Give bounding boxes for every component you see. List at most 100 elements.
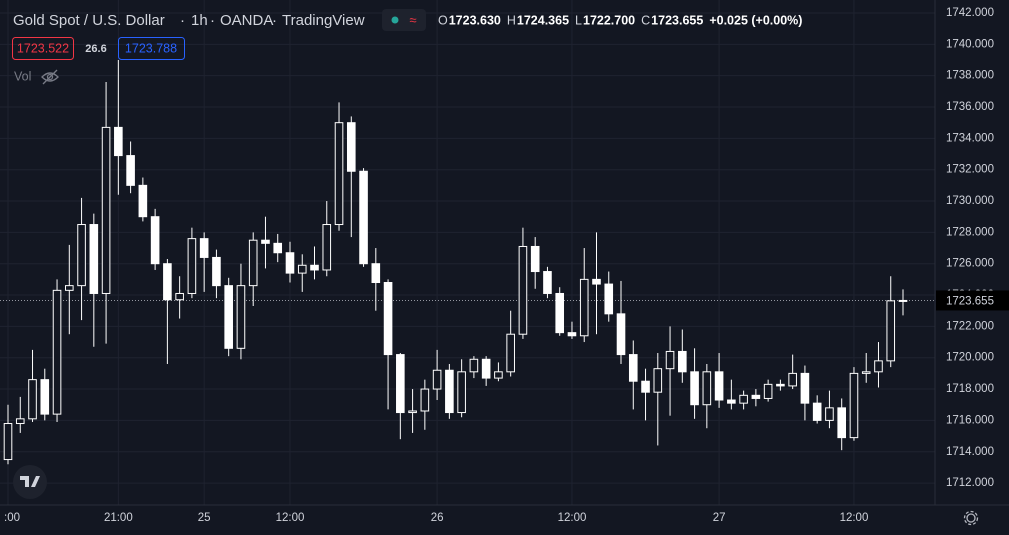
ask-price: 1723.788 [125,41,177,55]
candle-body [776,383,785,387]
candle-body [678,350,687,373]
status-box[interactable] [382,9,426,31]
spread: 26.6 [85,43,106,55]
candle-body [163,263,172,301]
x-tick-label: 25 [198,512,211,524]
candle-body [665,350,675,370]
candle-body [346,122,356,172]
candle-body [788,372,797,387]
candle-body [212,256,221,287]
candle-body [849,372,859,439]
y-tick-label: 1730.000 [946,195,994,207]
data-delay-icon: ≈ [409,12,416,27]
y-tick-label: 1734.000 [946,132,994,144]
y-tick-label: 1742.000 [946,7,994,19]
candle-body [812,402,822,421]
candle-body [763,383,773,399]
ohlc-value: 1722.700 [583,13,635,27]
candle-body [825,407,834,421]
candle-body [3,423,13,461]
candle-body [506,333,515,373]
candle-body [861,371,871,374]
candle-body [567,332,577,337]
y-tick-label: 1728.000 [946,226,994,238]
candle-body [396,354,405,414]
candle-body [837,407,846,439]
y-tick-label: 1716.000 [946,414,994,426]
ohlc-value: 1724.365 [517,13,569,27]
candle-body [273,242,283,254]
candle-body [432,369,442,390]
interval: 1h [191,12,208,29]
ohlc-key: O [438,13,448,27]
candle-body [555,292,565,334]
candle-body [248,239,258,287]
candle-body [604,283,614,315]
x-tick-label: 12:00 [558,512,587,524]
x-tick-label: 12:00 [840,512,869,524]
ask-box[interactable] [118,37,185,60]
ohlc-value: 1723.655 [651,13,703,27]
candle-body [138,184,148,218]
candle-body [420,388,430,412]
x-tick-label: 12:00 [276,512,305,524]
y-tick-label: 1738.000 [946,70,994,82]
ohlc-key: H [507,13,516,27]
candle-body [224,285,233,349]
candle-body [150,216,160,265]
candle-body [77,224,86,287]
candle-body [383,282,393,356]
candle-body [40,379,50,415]
y-tick-label: 1718.000 [946,383,994,395]
candle-body [236,285,246,349]
settings-icon[interactable] [963,510,979,526]
candle-body [886,300,896,362]
bid-box[interactable] [12,37,74,60]
candle-body [297,264,307,274]
candle-body [690,371,699,406]
candle-body [579,278,589,337]
candle-body [114,126,123,157]
candle-body [334,122,344,226]
candle-body [322,224,332,271]
y-tick-label: 1740.000 [946,38,994,50]
candle-body [126,155,135,186]
candle-body [261,239,270,244]
candle-body [469,358,479,373]
candle-body [518,245,528,335]
ohlc-key: C [641,13,650,27]
separator: · [210,12,215,29]
separator: · [272,12,277,29]
candle-body [89,224,99,294]
candle-body [628,354,638,382]
eye-off-icon[interactable] [41,69,59,85]
candle-body [359,170,368,265]
last-price-label: 1723.655 [946,295,994,307]
y-tick-label: 1736.000 [946,101,994,113]
source: TradingView [282,12,365,29]
market-open-dot [391,16,399,24]
candle-body [530,245,540,273]
candle-body [187,238,197,294]
logo [20,476,40,487]
candle-body [616,313,626,356]
candle-body [592,278,601,285]
candle-body [481,358,491,379]
candle-body [874,360,883,373]
candle-body [28,379,37,420]
x-tick-label: 27 [713,512,726,524]
candle-body [65,285,74,291]
y-tick-label: 1714.000 [946,446,994,458]
ohlc-key: L [575,13,582,27]
ohlc-change: +0.025 (+0.00%) [709,13,802,27]
logo-bg[interactable] [13,465,47,499]
symbol: Gold Spot / U.S. Dollar [13,12,165,29]
broker: OANDA [220,12,273,29]
last-price-badge [936,290,1009,311]
candle-body [739,394,748,404]
candle-body [371,263,381,284]
candle-body [285,252,295,274]
